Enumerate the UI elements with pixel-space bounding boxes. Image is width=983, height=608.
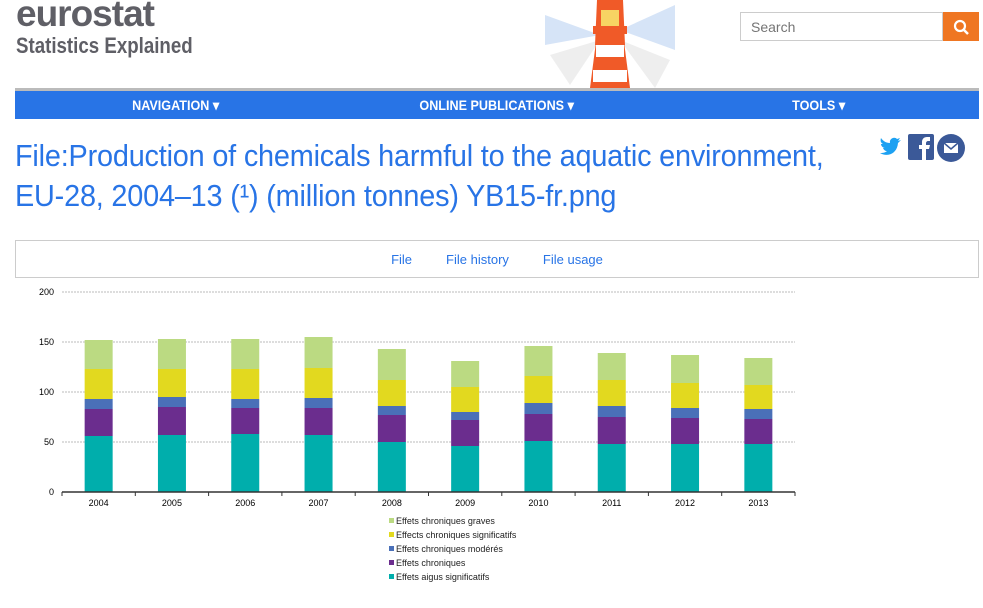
bar-segment <box>304 337 333 368</box>
legend-label: Effets chroniques modérés <box>396 544 503 554</box>
bar-segment <box>744 419 773 444</box>
bar-segment <box>231 434 260 492</box>
bar-segment <box>671 383 700 408</box>
bar-segment <box>377 380 406 406</box>
bar-segment <box>157 435 186 492</box>
bar-segment <box>451 412 480 420</box>
bar-segment <box>84 409 113 436</box>
bar-segment <box>524 441 553 492</box>
bar-segment <box>377 442 406 492</box>
legend-label: Effets aigus significatifs <box>396 572 490 582</box>
y-tick-label: 100 <box>39 387 54 397</box>
legend-swatch <box>389 518 394 523</box>
x-tick-label: 2004 <box>89 498 109 508</box>
bar-segment <box>157 397 186 407</box>
bar-segment <box>744 385 773 409</box>
y-tick-label: 150 <box>39 337 54 347</box>
search-bar <box>740 12 979 41</box>
bar-segment <box>597 417 626 444</box>
bar-segment <box>597 444 626 492</box>
bar-segment <box>524 376 553 403</box>
legend-swatch <box>389 532 394 537</box>
tab-file-usage[interactable]: File usage <box>542 251 603 267</box>
bar-segment <box>304 408 333 435</box>
y-tick-label: 0 <box>49 487 54 497</box>
x-tick-label: 2013 <box>748 498 768 508</box>
x-tick-label: 2008 <box>382 498 402 508</box>
x-tick-label: 2007 <box>309 498 329 508</box>
search-input[interactable] <box>740 12 943 41</box>
bar-segment <box>84 369 113 399</box>
legend-swatch <box>389 574 394 579</box>
bar-segment <box>451 361 480 387</box>
x-tick-label: 2010 <box>528 498 548 508</box>
bar-segment <box>157 339 186 369</box>
email-icon[interactable] <box>937 134 965 162</box>
x-tick-label: 2009 <box>455 498 475 508</box>
bar-segment <box>304 398 333 408</box>
bar-segment <box>671 408 700 418</box>
bar-segment <box>377 406 406 415</box>
lighthouse-illustration <box>545 0 675 88</box>
y-tick-label: 50 <box>44 437 54 447</box>
legend-label: Effects chroniques significatifs <box>396 530 517 540</box>
x-tick-label: 2011 <box>602 498 621 508</box>
search-icon <box>953 19 969 35</box>
bar-segment <box>671 444 700 492</box>
bar-segment <box>524 414 553 441</box>
tab-file-history[interactable]: File history <box>446 251 509 267</box>
x-tick-label: 2005 <box>162 498 182 508</box>
bar-segment <box>84 436 113 492</box>
file-tabs: File File history File usage <box>15 240 979 278</box>
bar-segment <box>377 415 406 442</box>
nav-tools[interactable]: TOOLS ▾ <box>791 97 845 113</box>
share-buttons <box>878 134 965 162</box>
tab-file[interactable]: File <box>391 251 413 267</box>
bar-segment <box>377 349 406 380</box>
main-nav: NAVIGATION ▾ ONLINE PUBLICATIONS ▾ TOOLS… <box>15 91 979 119</box>
bar-segment <box>597 380 626 406</box>
search-button[interactable] <box>943 12 979 41</box>
bar-segment <box>597 353 626 380</box>
bar-segment <box>231 369 260 399</box>
eurostat-logo[interactable]: eurostat Statistics Explained <box>16 0 224 57</box>
nav-navigation[interactable]: NAVIGATION ▾ <box>132 97 220 113</box>
x-tick-label: 2012 <box>675 498 695 508</box>
bar-segment <box>744 444 773 492</box>
legend-swatch <box>389 546 394 551</box>
divider <box>15 88 979 91</box>
bar-segment <box>451 446 480 492</box>
bar-segment <box>84 399 113 409</box>
bar-segment <box>231 339 260 369</box>
legend-label: Effets chroniques <box>396 558 466 568</box>
bar-segment <box>597 406 626 417</box>
bar-segment <box>451 420 480 446</box>
bar-segment <box>231 399 260 408</box>
bar-segment <box>524 346 553 376</box>
bar-segment <box>157 407 186 435</box>
nav-online-publications[interactable]: ONLINE PUBLICATIONS ▾ <box>419 97 575 113</box>
page-title: File:Production of chemicals harmful to … <box>15 138 824 213</box>
bar-segment <box>744 358 773 385</box>
facebook-icon[interactable] <box>908 134 934 160</box>
bar-segment <box>84 340 113 369</box>
bar-segment <box>671 355 700 383</box>
bar-segment <box>524 403 553 414</box>
site-subtitle: Statistics Explained <box>16 33 193 58</box>
bar-segment <box>231 408 260 434</box>
bar-segment <box>451 387 480 412</box>
bar-segment <box>304 435 333 492</box>
y-tick-label: 200 <box>39 287 54 297</box>
bar-segment <box>744 409 773 419</box>
bar-segment <box>157 369 186 397</box>
bar-segment <box>304 368 333 398</box>
legend-label: Effets chroniques graves <box>396 516 495 526</box>
twitter-icon[interactable] <box>878 134 905 161</box>
x-tick-label: 2006 <box>235 498 255 508</box>
logo-text: eurostat <box>16 0 155 34</box>
bar-segment <box>671 418 700 444</box>
legend-swatch <box>389 560 394 565</box>
stacked-bar-chart: 0 50 100 150 200 2004 2005 2006 2007 2008 2009 2010… <box>39 287 796 582</box>
